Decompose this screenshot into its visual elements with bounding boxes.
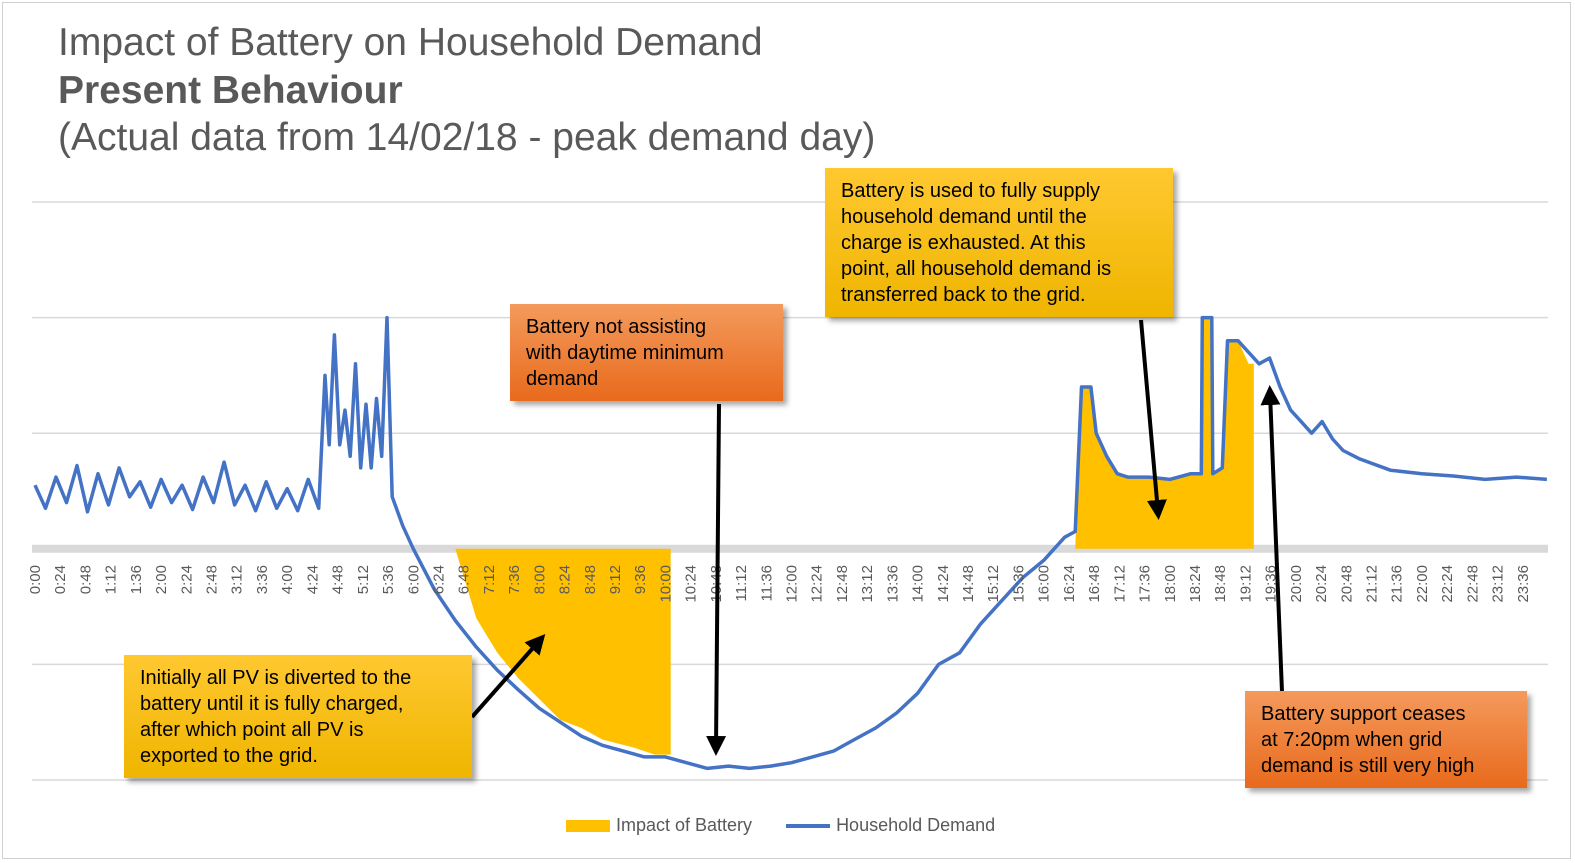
x-tick-label: 6:00 (405, 565, 422, 594)
x-tick-label: 5:12 (355, 565, 372, 594)
x-tick-label: 11:36 (758, 565, 775, 601)
x-tick-label: 18:48 (1212, 565, 1229, 603)
callout-line: Initially all PV is diverted to the (140, 667, 412, 689)
x-tick-label: 2:00 (153, 565, 170, 594)
callout-line: charge is exhausted. At this (841, 232, 1086, 254)
x-tick-label: 3:12 (229, 565, 246, 594)
x-tick-label: 1:12 (103, 565, 120, 594)
x-tick-label: 7:36 (506, 565, 523, 594)
x-tick-label: 22:48 (1464, 565, 1481, 603)
x-tick-label: 21:36 (1389, 565, 1406, 603)
x-tick-label: 12:48 (834, 565, 851, 603)
callout-line: Battery is used to fully supply (841, 180, 1101, 202)
x-tick-label: 16:48 (1086, 565, 1103, 603)
x-tick-label: 18:24 (1187, 565, 1204, 603)
chart-legend: Impact of Battery Household Demand (566, 815, 1029, 836)
callout-arrow-support-ceases (1260, 385, 1284, 693)
x-tick-label: 20:48 (1338, 565, 1355, 603)
callout-line: transferred back to the grid. (841, 284, 1086, 306)
household-demand-line (33, 315, 1548, 771)
x-tick-label: 5:36 (380, 565, 397, 594)
x-tick-label: 10:00 (657, 565, 674, 603)
x-tick-label: 12:24 (809, 565, 826, 603)
x-tick-label: 4:24 (304, 565, 321, 594)
x-tick-label: 0:24 (52, 565, 69, 594)
x-tick-label: 3:36 (254, 565, 271, 594)
battery-impact-areas (455, 317, 1254, 755)
x-axis: 0:00 0:24 0:48 1:12 1:36 2:00 2:24 2:48 3:12 3:36… (27, 565, 1532, 603)
callout-line: Battery not assisting (526, 316, 707, 338)
x-tick-label: 14:00 (910, 565, 927, 603)
callout-line: demand is still very high (1261, 755, 1475, 777)
callout-line: Battery support ceases (1261, 703, 1466, 725)
x-tick-label: 1:36 (128, 565, 145, 594)
x-tick-label: 7:12 (481, 565, 498, 594)
callout-battery-used-fully: Battery is used to fully supply househol… (825, 168, 1173, 317)
callout-battery-support-ceases: Battery support ceases at 7:20pm when gr… (1245, 691, 1527, 788)
callout-battery-not-assisting: Battery not assisting with daytime minim… (510, 304, 783, 401)
legend-label: Impact of Battery (616, 815, 753, 835)
x-tick-label: 11:12 (733, 565, 750, 601)
x-tick-label: 23:36 (1515, 565, 1532, 603)
callout-arrows (470, 319, 1284, 756)
x-tick-label: 23:12 (1490, 565, 1507, 603)
x-tick-label: 21:12 (1363, 565, 1380, 603)
x-tick-label: 4:48 (330, 565, 347, 594)
callout-line: exported to the grid. (140, 745, 318, 767)
x-tick-label: 14:24 (935, 565, 952, 603)
legend-swatch-line (786, 823, 831, 828)
legend-item-impact-of-battery: Impact of Battery (566, 815, 752, 836)
callout-line: battery until it is fully charged, (140, 693, 404, 715)
x-tick-label: 2:24 (178, 565, 195, 594)
x-tick-label: 8:48 (582, 565, 599, 594)
x-tick-label: 15:12 (985, 565, 1002, 603)
x-tick-label: 10:24 (683, 565, 700, 603)
callout-initially-pv-diverted: Initially all PV is diverted to the batt… (124, 655, 472, 778)
x-tick-label: 22:00 (1414, 565, 1431, 603)
chart-subtitle: Present Behaviour (58, 69, 403, 112)
x-tick-label: 4:00 (279, 565, 296, 594)
x-tick-label: 12:00 (784, 565, 801, 603)
callout-line: point, all household demand is (841, 258, 1112, 280)
x-tick-label: 16:24 (1061, 565, 1078, 603)
legend-label: Household Demand (836, 815, 996, 835)
x-tick-label: 8:24 (557, 565, 574, 594)
x-tick-label: 18:00 (1162, 565, 1179, 603)
x-tick-label: 8:00 (531, 565, 548, 594)
x-tick-label: 13:12 (859, 565, 876, 603)
battery-impact-area (1075, 317, 1254, 549)
household-demand-series (33, 315, 1548, 771)
callout-line: with daytime minimum (526, 342, 724, 364)
legend-swatch-area (566, 819, 610, 832)
callout-arrow-initially-pv (470, 634, 546, 719)
x-tick-label: 6:24 (430, 565, 447, 594)
x-tick-label: 2:48 (204, 565, 221, 594)
x-tick-label: 20:24 (1313, 565, 1330, 603)
x-tick-label: 17:12 (1111, 565, 1128, 603)
battery-impact-area (455, 548, 671, 755)
x-tick-label: 19:12 (1237, 565, 1254, 603)
callout-line: after which point all PV is (140, 719, 364, 741)
x-tick-label: 20:00 (1288, 565, 1305, 603)
x-tick-label: 9:12 (607, 565, 624, 594)
chart-note: (Actual data from 14/02/18 - peak demand… (58, 116, 876, 159)
chart-title: Impact of Battery on Household Demand (58, 21, 763, 64)
callout-line: household demand until the (841, 206, 1087, 228)
x-tick-label: 22:24 (1439, 565, 1456, 603)
x-tick-label: 17:36 (1137, 565, 1154, 603)
callout-arrow-not-assisting (706, 403, 727, 756)
callout-arrow-battery-used (1139, 319, 1167, 520)
x-tick-label: 13:36 (884, 565, 901, 603)
x-tick-label: 0:00 (27, 565, 44, 594)
x-tick-label: 16:00 (1036, 565, 1053, 603)
x-tick-label: 6:48 (456, 565, 473, 594)
x-tick-label: 14:48 (960, 565, 977, 603)
legend-item-household-demand: Household Demand (786, 815, 995, 836)
callout-line: at 7:20pm when grid (1261, 729, 1443, 751)
x-tick-label: 0:48 (77, 565, 94, 594)
callout-line: demand (526, 368, 599, 390)
x-tick-label: 9:36 (632, 565, 649, 594)
x-tick-label: 15:36 (1010, 565, 1027, 603)
